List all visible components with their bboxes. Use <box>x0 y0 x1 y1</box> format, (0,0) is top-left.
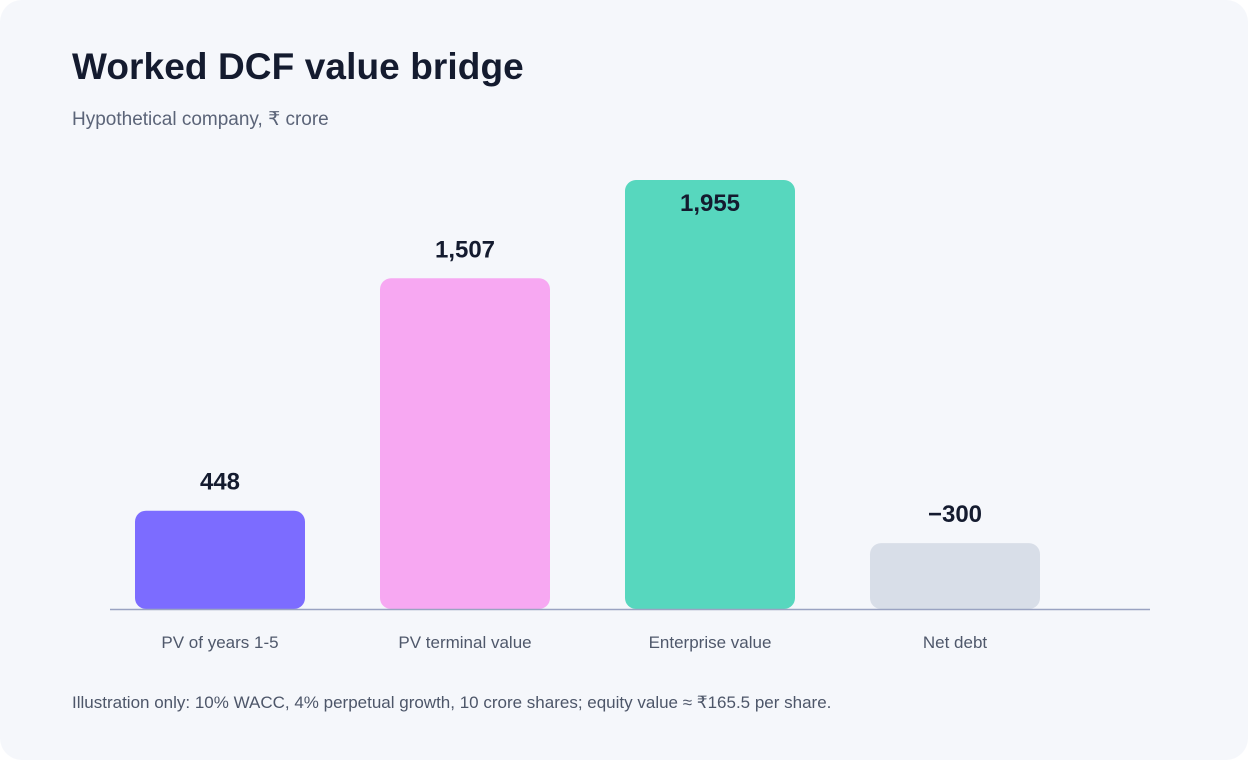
category-label-3: Net debt <box>923 633 988 652</box>
category-label-0: PV of years 1-5 <box>161 633 278 652</box>
value-label-1: 1,507 <box>435 236 495 263</box>
bar-2 <box>625 180 795 609</box>
chart-footnote: Illustration only: 10% WACC, 4% perpetua… <box>72 693 832 712</box>
category-labels: PV of years 1-5 PV terminal value Enterpri… <box>161 633 987 652</box>
bars-group <box>135 180 1040 609</box>
category-label-2: Enterprise value <box>649 633 772 652</box>
bar-3 <box>870 543 1040 609</box>
value-labels: 448 1,507 1,955 −300 <box>200 190 982 528</box>
bar-chart: PV of years 1-5 PV terminal value Enterpri… <box>110 180 1150 652</box>
bar-0 <box>135 510 305 609</box>
chart-subtitle: Hypothetical company, ₹ crore <box>72 109 329 130</box>
value-label-3: −300 <box>928 501 982 528</box>
chart-title: Worked DCF value bridge <box>72 46 524 87</box>
category-label-1: PV terminal value <box>398 633 531 652</box>
bar-1 <box>380 278 550 609</box>
value-label-0: 448 <box>200 469 240 496</box>
value-label-2: 1,955 <box>680 190 740 217</box>
